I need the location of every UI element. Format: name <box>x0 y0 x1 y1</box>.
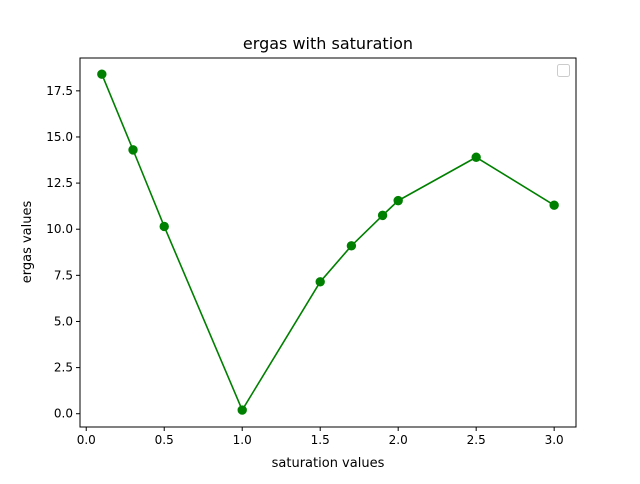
y-tick-label: 5.0 <box>54 314 73 328</box>
x-tick-label: 1.0 <box>233 433 252 447</box>
y-tick-label: 2.5 <box>54 361 73 375</box>
data-point <box>549 200 559 210</box>
x-tick-label: 0.5 <box>155 433 174 447</box>
legend-box <box>557 64 570 77</box>
y-tick-label: 17.5 <box>46 84 73 98</box>
data-point <box>346 241 357 251</box>
data-point <box>377 210 388 221</box>
data-point <box>315 277 325 287</box>
x-tick-label: 3.0 <box>545 433 564 447</box>
data-point <box>128 145 138 155</box>
y-tick-label: 15.0 <box>46 130 73 144</box>
x-tick-label: 1.5 <box>311 433 330 447</box>
axes-frame <box>79 57 577 428</box>
x-axis-label: saturation values <box>272 456 385 471</box>
y-tick-label: 7.5 <box>54 268 73 282</box>
data-point <box>97 69 107 79</box>
chart-title: ergas with saturation <box>243 34 413 53</box>
data-point <box>471 152 481 162</box>
series-line <box>101 73 555 411</box>
data-point <box>237 405 247 415</box>
data-point <box>393 195 403 206</box>
x-tick-label: 2.5 <box>467 433 486 447</box>
y-axis-label: ergas values <box>20 201 35 284</box>
y-tick-label: 12.5 <box>46 176 73 190</box>
x-tick-label: 0.0 <box>77 433 96 447</box>
x-tick-label: 2.0 <box>389 433 408 447</box>
plot-area: 0.0 0.5 1.0 1.5 2.0 2.5 3.0 0.0 2.5 5.0 7.5 10.0 12.… <box>46 57 577 447</box>
y-tick-label: 10.0 <box>46 222 73 236</box>
y-tick-label: 0.0 <box>54 407 73 421</box>
data-point <box>159 221 169 232</box>
